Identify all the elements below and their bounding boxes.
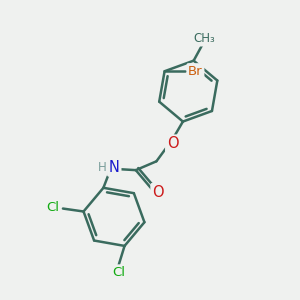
Text: Cl: Cl <box>46 201 59 214</box>
Text: O: O <box>152 185 164 200</box>
Text: CH₃: CH₃ <box>193 32 215 45</box>
Text: O: O <box>167 136 178 151</box>
Text: N: N <box>109 160 120 175</box>
Text: Br: Br <box>188 65 203 78</box>
Text: Cl: Cl <box>112 266 125 279</box>
Text: H: H <box>98 161 106 174</box>
